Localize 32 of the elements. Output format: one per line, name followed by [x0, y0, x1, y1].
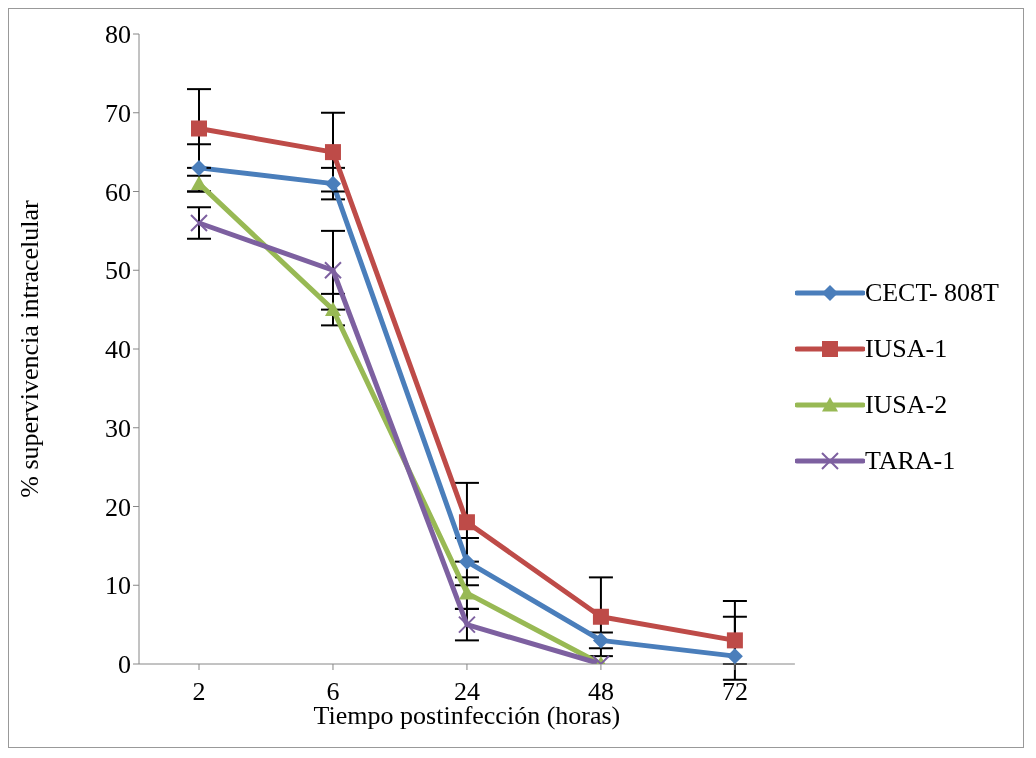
point — [324, 301, 341, 317]
legend-label: IUSA-2 — [864, 389, 948, 420]
point — [458, 553, 475, 570]
y-tick-label: 40 — [105, 335, 131, 365]
y-tick-label: 30 — [105, 413, 131, 443]
y-tick-label: 50 — [105, 256, 131, 286]
y-tick-label: 70 — [105, 98, 131, 128]
point — [592, 632, 609, 649]
point — [324, 175, 341, 192]
y-tick-label: 80 — [105, 20, 131, 50]
point — [324, 144, 341, 161]
y-axis-title: % supervivencia intracelular — [15, 199, 45, 498]
y-tick-label: 0 — [118, 650, 131, 680]
legend-label: TARA-1 — [864, 445, 956, 476]
point — [458, 514, 475, 531]
point — [191, 159, 207, 176]
y-tick-label: 10 — [105, 571, 131, 601]
point — [323, 261, 342, 280]
point — [190, 214, 208, 232]
y-tick-label: 20 — [105, 492, 131, 522]
point — [457, 615, 476, 634]
point — [592, 608, 609, 625]
point — [191, 175, 207, 191]
point — [726, 632, 743, 649]
point — [191, 120, 207, 137]
legend-label: IUSA-1 — [864, 333, 948, 364]
legend-label: CECT- 808T — [864, 277, 999, 308]
point — [726, 648, 743, 664]
y-tick-label: 60 — [105, 177, 131, 207]
x-tick-label: 2 — [192, 677, 206, 707]
point — [458, 585, 475, 600]
x-tick-label: 72 — [721, 677, 748, 707]
